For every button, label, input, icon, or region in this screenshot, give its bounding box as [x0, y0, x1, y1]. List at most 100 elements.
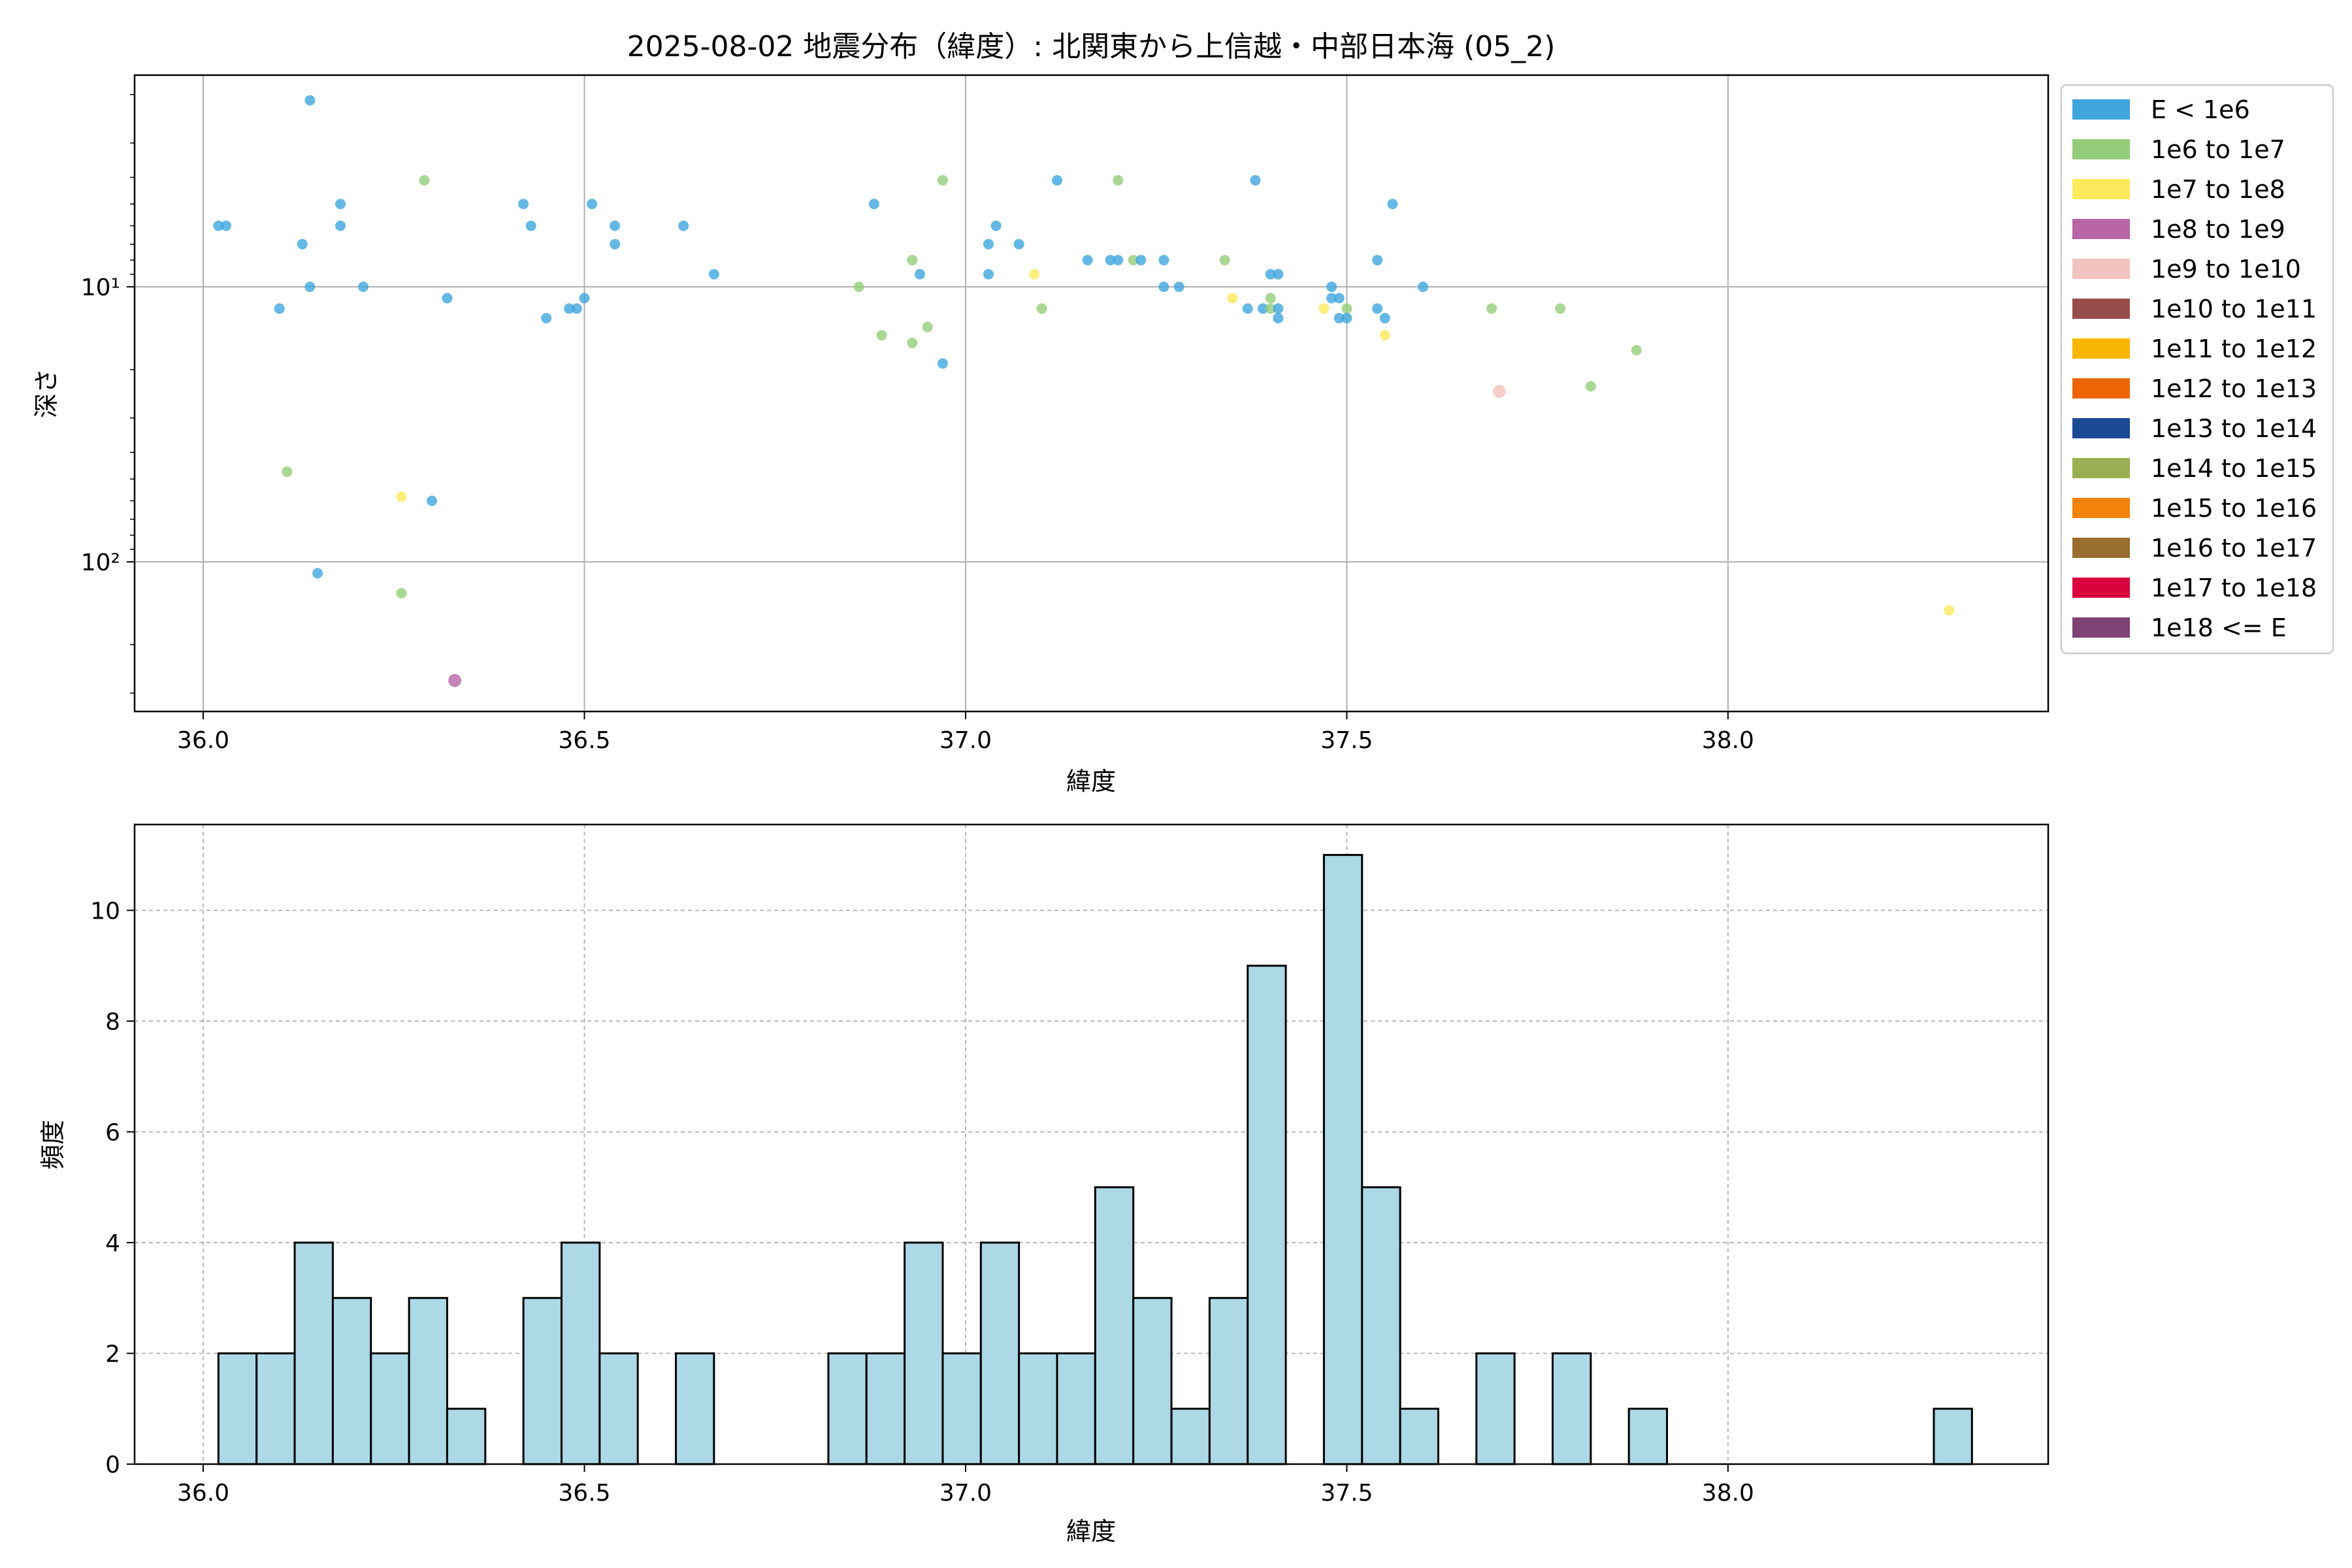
histogram-bar: [941, 1352, 982, 1465]
legend-label: 1e14 to 1e15: [2151, 454, 2317, 483]
histogram-bar: [1247, 964, 1287, 1465]
legend-swatch: [2072, 259, 2130, 279]
scatter-y-axis-label: 深さ: [32, 368, 61, 418]
scatter-point: [610, 238, 621, 250]
scatter-point: [914, 269, 925, 280]
scatter-point: [1333, 293, 1345, 304]
histogram-ticks: 36.0 36.5 37.0 37.5 38.0 0 2 4 6 8 10: [90, 898, 1754, 1507]
scatter-point: [1318, 303, 1330, 314]
scatter-point: [937, 174, 948, 186]
histogram-bars: [217, 854, 1973, 1465]
legend-swatch: [2072, 99, 2130, 120]
scatter-chart: 36.0 36.5 37.0 37.5 38.0 10¹ 10² 緯度 深さ E < 1e6…: [32, 74, 2334, 796]
legend-swatch: [2072, 418, 2130, 438]
scatter-points: [213, 95, 1955, 687]
legend-swatch: [2072, 617, 2130, 638]
scatter-point: [907, 337, 918, 348]
scatter-point: [1326, 293, 1337, 304]
histogram-chart: 36.0 36.5 37.0 37.5 38.0 0 2 4 6 8 10 緯度 頻度: [39, 823, 2050, 1546]
histogram-bar: [1551, 1352, 1592, 1465]
histogram-bar: [904, 1241, 944, 1465]
scatter-point: [1082, 255, 1093, 266]
scatter-point: [587, 199, 598, 210]
scatter-point: [1265, 269, 1276, 280]
histogram-bar: [1094, 1186, 1135, 1465]
scatter-point: [1051, 174, 1062, 186]
scatter-point: [922, 321, 933, 333]
scatter-point: [1219, 255, 1230, 266]
histogram-bar: [1361, 1186, 1401, 1465]
scatter-point: [1631, 344, 1642, 355]
scatter-point: [518, 199, 529, 210]
legend-swatch: [2072, 219, 2130, 239]
histogram-bar: [1475, 1352, 1516, 1465]
histogram-bar: [827, 1352, 868, 1465]
legend-label: 1e13 to 1e14: [2151, 414, 2317, 443]
scatter-point: [304, 281, 316, 292]
scatter-point: [708, 269, 719, 280]
scatter-x-tick-label: 38.0: [1702, 727, 1754, 754]
scatter-ticks: 36.0 36.5 37.0 37.5 38.0 10¹ 10²: [81, 93, 1754, 754]
scatter-point: [213, 220, 224, 231]
scatter-point: [1555, 303, 1566, 314]
scatter-point: [1265, 303, 1276, 314]
histogram-x-tick-label: 37.0: [939, 1480, 992, 1507]
scatter-x-tick-label: 37.0: [939, 727, 992, 754]
scatter-point: [358, 281, 369, 292]
scatter-point: [297, 238, 308, 250]
scatter-point: [1379, 312, 1390, 323]
scatter-point: [1242, 303, 1253, 314]
scatter-point: [541, 312, 552, 323]
histogram-bar: [1018, 1352, 1058, 1465]
scatter-point: [396, 587, 407, 598]
scatter-point: [1273, 303, 1284, 314]
legend-label: 1e7 to 1e8: [2151, 175, 2285, 204]
scatter-point: [448, 674, 462, 687]
scatter-point: [571, 303, 582, 314]
scatter-point: [1341, 303, 1352, 314]
scatter-point: [1273, 312, 1284, 323]
scatter-point: [1273, 269, 1284, 280]
scatter-plot-frame: [133, 74, 2050, 713]
legend-label: 1e18 <= E: [2151, 613, 2287, 642]
legend-label: 1e9 to 1e10: [2151, 255, 2301, 284]
scatter-point: [1585, 381, 1596, 392]
scatter-point: [282, 466, 293, 477]
scatter-point: [868, 199, 879, 210]
scatter-point: [1372, 303, 1383, 314]
histogram-bar: [1132, 1297, 1173, 1465]
scatter-point: [427, 495, 438, 506]
legend-swatch: [2072, 338, 2130, 359]
scatter-y-tick-label: 10²: [81, 549, 120, 576]
scatter-point: [442, 293, 453, 304]
scatter-point: [1227, 293, 1238, 304]
histogram-y-tick-label: 10: [90, 898, 120, 924]
histogram-x-tick-label: 36.5: [558, 1480, 610, 1507]
histogram-y-axis-label: 頻度: [39, 1120, 67, 1169]
legend-items: E < 1e6 1e6 to 1e7 1e7 to 1e8 1e8 to 1e9 1e9…: [2072, 95, 2317, 642]
scatter-legend: E < 1e6 1e6 to 1e7 1e7 to 1e8 1e8 to 1e9 1e9…: [2060, 84, 2334, 655]
histogram-bar: [408, 1297, 448, 1465]
scatter-point: [853, 281, 864, 292]
histogram-bar: [217, 1352, 258, 1465]
scatter-point: [678, 220, 689, 231]
histogram-bar: [675, 1352, 715, 1465]
scatter-point: [1135, 255, 1147, 266]
scatter-point: [564, 303, 575, 314]
legend-swatch: [2072, 578, 2130, 598]
histogram-bar: [293, 1241, 334, 1465]
histogram-bar: [370, 1352, 410, 1465]
scatter-point: [1250, 174, 1261, 186]
scatter-point: [274, 303, 285, 314]
scatter-point: [907, 255, 918, 266]
scatter-point: [1258, 303, 1269, 314]
scatter-point: [1379, 330, 1390, 341]
histogram-x-tick-label: 37.5: [1320, 1480, 1373, 1507]
figure-title: 2025-08-02 地震分布（緯度）: 北関東から上信越・中部日本海 (05_…: [627, 30, 1556, 63]
histogram-bar: [1056, 1352, 1096, 1465]
scatter-point: [579, 293, 590, 304]
scatter-x-tick-label: 36.5: [558, 727, 610, 754]
scatter-point: [1158, 281, 1169, 292]
